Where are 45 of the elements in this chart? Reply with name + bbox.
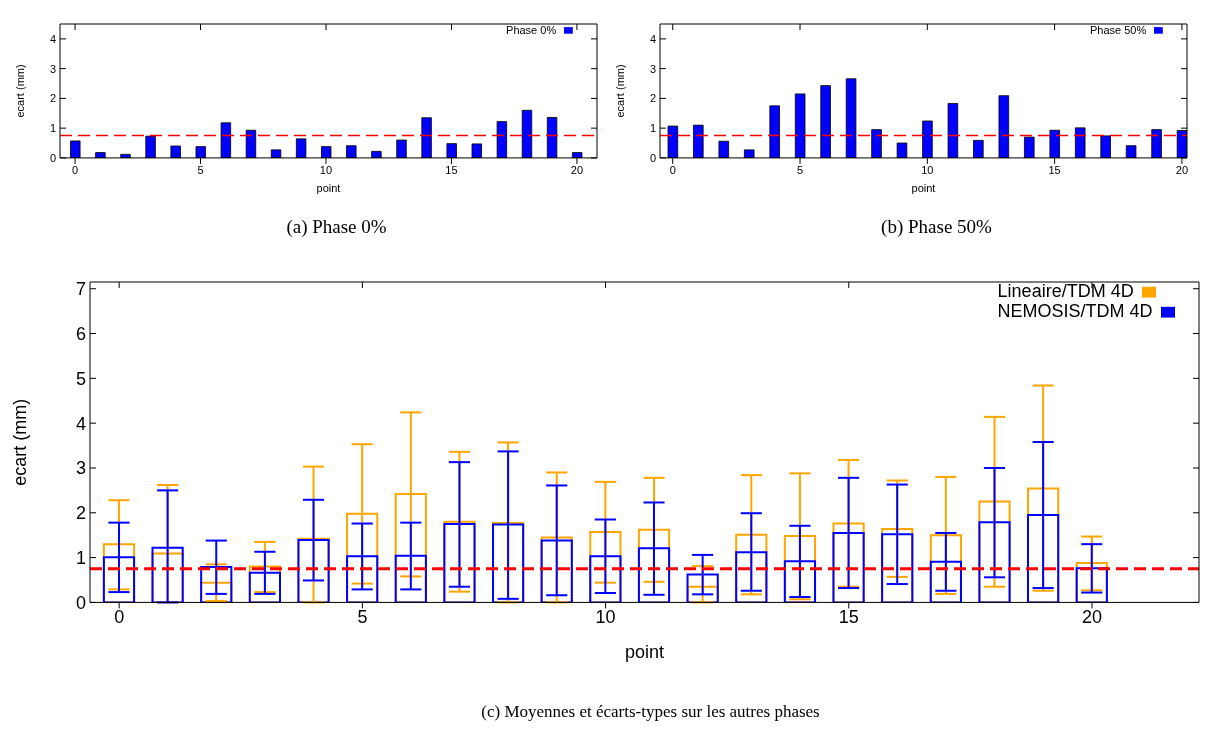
y-tick-label: 2 [75, 503, 86, 524]
x-tick-label: 10 [319, 163, 333, 176]
y-tick-label: 0 [649, 151, 656, 164]
text: (c) Moyennes et écarts-types sur les autres phases [480, 702, 821, 722]
y-axis-title: ecart (mm) [13, 64, 26, 118]
text: (a) Phase 0% [285, 216, 388, 238]
legend-label: Phase 50% [1089, 24, 1147, 36]
y-tick-label: 4 [649, 32, 656, 45]
x-tick-label: 10 [921, 163, 934, 176]
y-tick-label: 2 [649, 92, 656, 105]
x-tick-label: 20 [1081, 607, 1103, 628]
y-axis-title: ecart (mm) [613, 64, 626, 118]
x-tick-label: 20 [570, 163, 584, 176]
y-tick-label: 6 [75, 323, 86, 344]
y-tick-label: 0 [49, 151, 56, 164]
y-axis-title: ecart (mm) [10, 398, 31, 486]
legend-label: NEMOSIS/TDM 4D [997, 300, 1153, 321]
y-tick-label: 4 [75, 413, 86, 434]
x-tick-label: 5 [197, 163, 204, 176]
x-tick-label: 15 [1048, 163, 1061, 176]
legend-label: Phase 0% [506, 24, 557, 36]
y-tick-label: 2 [49, 92, 56, 105]
y-tick-label: 0 [75, 592, 86, 613]
y-tick-label: 1 [49, 122, 56, 135]
text: (b) Phase 50% [880, 216, 993, 238]
x-tick-label: 15 [445, 163, 458, 176]
x-tick-label: 0 [669, 163, 676, 176]
y-tick-label: 5 [75, 368, 86, 389]
x-axis-title: point [316, 181, 341, 194]
x-tick-label: 10 [595, 607, 616, 628]
x-tick-label: 5 [357, 607, 368, 628]
y-tick-label: 3 [75, 458, 86, 479]
x-axis-title: point [624, 642, 665, 663]
y-tick-label: 3 [49, 62, 56, 75]
y-tick-label: 4 [49, 32, 56, 45]
y-tick-label: 3 [649, 62, 656, 75]
x-tick-label: 15 [838, 607, 859, 628]
x-axis-title: point [911, 181, 936, 194]
x-tick-label: 0 [114, 607, 125, 628]
y-tick-label: 7 [75, 279, 86, 300]
x-tick-label: 5 [796, 163, 804, 176]
x-tick-label: 20 [1175, 163, 1189, 176]
y-tick-label: 1 [75, 547, 86, 568]
legend-label: Lineaire/TDM 4D [997, 281, 1134, 301]
y-tick-label: 1 [649, 122, 656, 135]
